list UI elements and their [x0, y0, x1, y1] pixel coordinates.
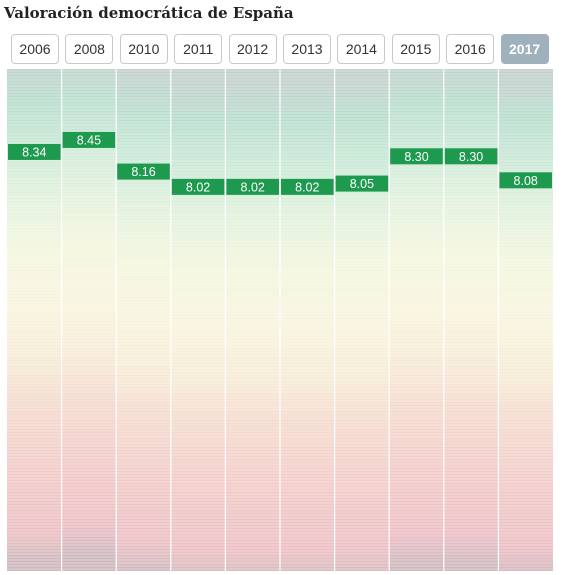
year-button-2011[interactable]: 2011: [174, 34, 223, 64]
column-separators: [60, 69, 499, 571]
value-label-2006: 8.34: [22, 145, 46, 159]
year-button-2015[interactable]: 2015: [391, 34, 440, 64]
value-marker-2017: 8.08: [499, 172, 552, 189]
value-bar-2011: [171, 178, 225, 195]
column-background-2008: [61, 69, 117, 571]
year-button-2014[interactable]: 2014: [337, 34, 386, 64]
year-button-2008[interactable]: 2008: [65, 34, 114, 64]
column-background-2016: [443, 69, 499, 571]
year-button-2012[interactable]: 2012: [228, 34, 277, 64]
year-button-2013[interactable]: 2013: [283, 34, 331, 64]
value-label-2008: 8.45: [77, 133, 101, 147]
value-label-2010: 8.16: [131, 165, 155, 179]
value-bar-2006: [8, 143, 61, 160]
value-bar-2015: [390, 148, 443, 165]
value-bar-2013: [281, 178, 334, 195]
column-background-2013: [280, 69, 335, 571]
year-button-2017[interactable]: 2017: [500, 34, 549, 64]
value-bar-2008: [62, 131, 116, 148]
value-marker-2010: 8.16: [117, 163, 170, 180]
value-label-2015: 8.30: [404, 150, 428, 164]
column-background-2014: [334, 69, 390, 571]
value-label-2014: 8.05: [350, 177, 374, 191]
value-label-2012: 8.02: [241, 180, 265, 194]
chart-title: Valoración democrática de España: [4, 4, 294, 22]
value-marker-2015: 8.30: [390, 148, 443, 165]
column-background-2010: [116, 69, 171, 571]
value-label-2016: 8.30: [459, 150, 483, 164]
value-bar-2014: [335, 175, 389, 192]
democracy-score-chart: 8.34 8.45 8.16 8.02 8.02 8.02 8.05 8.30 8.30 8.08: [7, 69, 553, 571]
column-background-2006: [7, 69, 62, 571]
column-background-2012: [225, 69, 280, 571]
value-label-2017: 8.08: [514, 174, 538, 188]
value-marker-2011: 8.02: [171, 178, 225, 195]
year-button-2016[interactable]: 2016: [446, 34, 495, 64]
value-marker-2008: 8.45: [62, 131, 116, 148]
column-background-2015: [389, 69, 444, 571]
column-background-2017: [498, 69, 553, 571]
value-marker-2016: 8.30: [444, 148, 498, 165]
year-button-2006[interactable]: 2006: [11, 34, 59, 64]
value-label-2011: 8.02: [186, 180, 210, 194]
value-bar-2016: [444, 148, 498, 165]
value-bar-2017: [499, 172, 552, 189]
value-label-2013: 8.02: [295, 180, 319, 194]
value-marker-2014: 8.05: [335, 175, 389, 192]
value-bar-2010: [117, 163, 170, 180]
value-marker-2006: 8.34: [8, 143, 61, 160]
value-bar-2012: [226, 178, 279, 195]
value-marker-2013: 8.02: [281, 178, 334, 195]
value-marker-2012: 8.02: [226, 178, 279, 195]
column-background-2011: [170, 69, 226, 571]
year-button-2010[interactable]: 2010: [119, 34, 168, 64]
